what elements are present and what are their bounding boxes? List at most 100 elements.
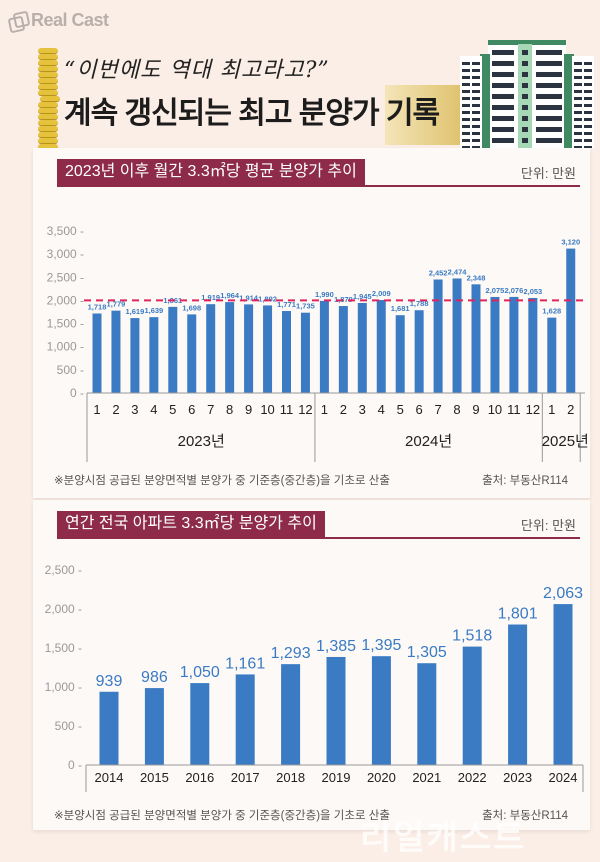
window	[522, 72, 528, 77]
bar	[452, 278, 462, 393]
window	[584, 132, 592, 135]
x-tick-label: 7	[434, 402, 441, 417]
coin	[38, 102, 58, 108]
x-tick-label: 10	[488, 402, 502, 417]
bar-value-label: 1,293	[271, 645, 311, 662]
x-tick-label: 2019	[322, 770, 351, 785]
window	[472, 62, 480, 65]
bar-value-label: 1,639	[144, 306, 163, 315]
bar-value-label: 1,801	[498, 606, 538, 623]
bar-value-label: 1,788	[410, 299, 429, 308]
coin	[38, 54, 58, 60]
window	[462, 90, 470, 93]
x-tick-label: 2017	[231, 770, 260, 785]
coin	[38, 78, 58, 84]
x-tick-label: 2015	[140, 770, 169, 785]
window	[472, 132, 480, 135]
bar	[149, 317, 159, 393]
x-tick-label: 11	[280, 402, 294, 417]
x-tick-label: 3	[359, 402, 366, 417]
window	[574, 132, 582, 135]
monthly-chart-source: 출처: 부동산R114	[482, 475, 568, 487]
bar-value-label: 1,919	[201, 293, 220, 302]
window	[492, 127, 514, 132]
page-title: 계속 갱신되는 최고 분양가 기록	[64, 97, 440, 130]
window	[536, 83, 562, 88]
bar-value-label: 1,771	[277, 300, 296, 309]
x-tick-label: 1	[321, 402, 328, 417]
bar	[130, 318, 140, 393]
x-tick-label: 2020	[367, 770, 396, 785]
bar-value-label: 2,053	[523, 287, 542, 296]
y-tick-label: 1,000 -	[47, 340, 84, 354]
window	[472, 90, 480, 93]
window	[574, 83, 582, 86]
window	[492, 94, 514, 99]
y-tick-label: 2,500 -	[45, 563, 82, 577]
annual-chart-source: 출처: 부동산R114	[482, 810, 568, 822]
window	[462, 125, 470, 128]
window	[584, 146, 592, 148]
x-tick-label: 3	[131, 402, 138, 417]
bar	[433, 279, 443, 393]
x-tick-label: 5	[397, 402, 404, 417]
bar-value-label: 1,892	[258, 294, 277, 303]
coin	[38, 90, 58, 96]
watermark: 리얼캐스트	[360, 819, 527, 857]
window	[584, 139, 592, 142]
window	[522, 61, 528, 66]
monthly-chart-note: ※분양시점 공급된 분양면적별 분양가 중 기준층(중간층)을 기초로 산출	[54, 475, 390, 487]
bar	[509, 296, 519, 393]
y-tick-label: 3,000 -	[47, 247, 84, 261]
x-tick-label: 2	[112, 402, 119, 417]
bar	[235, 674, 255, 765]
window	[492, 138, 514, 143]
bar-value-label: 2,348	[467, 273, 486, 282]
coin	[38, 84, 58, 90]
window	[462, 69, 470, 72]
coin	[38, 60, 58, 66]
window	[472, 111, 480, 114]
x-tick-label: 2	[340, 402, 347, 417]
bar	[547, 317, 557, 393]
bar	[417, 663, 437, 765]
bar-value-label: 2,076	[505, 286, 524, 295]
x-tick-label: 4	[378, 402, 385, 417]
window	[522, 83, 528, 88]
window	[574, 69, 582, 72]
x-tick-label: 2024	[549, 770, 578, 785]
bar	[111, 310, 121, 393]
window	[492, 50, 514, 55]
window	[522, 50, 528, 55]
logo-text: Real Cast	[31, 10, 109, 30]
window	[574, 125, 582, 128]
bar	[490, 296, 500, 393]
bar	[300, 312, 310, 393]
bar	[357, 302, 367, 393]
bar-value-label: 1,964	[220, 291, 240, 300]
y-tick-label: 2,500 -	[47, 270, 84, 284]
header-quote: “이번에도 역대 최고라고?”	[64, 58, 330, 83]
x-tick-label: 6	[416, 402, 423, 417]
window	[472, 97, 480, 100]
window	[472, 69, 480, 72]
decorative-box	[385, 85, 465, 145]
coin-stack-icon	[38, 48, 60, 150]
bar	[282, 311, 291, 393]
bar-value-label: 1,698	[182, 303, 201, 312]
window	[462, 132, 470, 135]
bar	[566, 248, 576, 393]
bar-value-label: 1,385	[316, 638, 356, 655]
window	[574, 118, 582, 121]
window	[574, 139, 582, 142]
coin	[38, 126, 58, 132]
window	[472, 118, 480, 121]
realcast-logo: Real Cast	[7, 10, 109, 33]
window	[462, 139, 470, 142]
window	[536, 94, 562, 99]
window	[522, 138, 528, 143]
bar	[553, 604, 573, 765]
x-tick-label: 1	[548, 402, 555, 417]
bar	[319, 300, 329, 393]
